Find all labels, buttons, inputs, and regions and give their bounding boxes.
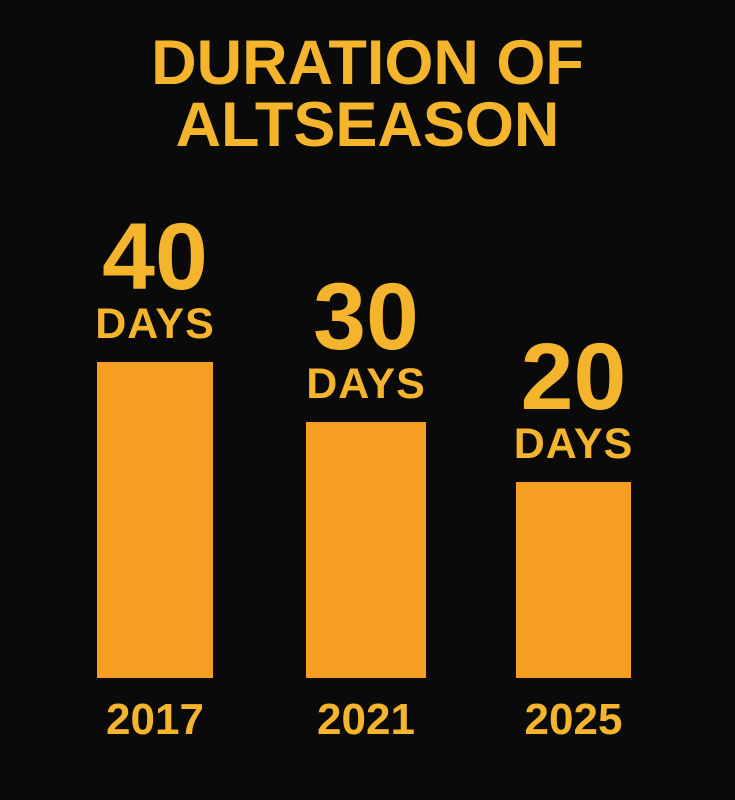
- year-label-2025: 2025: [524, 695, 623, 744]
- bar-group-2025: 20 DAYS 2025: [513, 324, 634, 742]
- unit-label-2017: DAYS: [95, 300, 215, 348]
- bar-group-2017: 40 DAYS 2017: [95, 204, 215, 742]
- bar-group-2021: 30 DAYS 2021: [306, 264, 426, 742]
- value-label-2025: 20: [520, 324, 627, 430]
- value-label-2021: 30: [313, 264, 419, 370]
- unit-label-2021: DAYS: [306, 360, 426, 408]
- unit-label-2025: DAYS: [513, 420, 634, 468]
- bar-2025: [516, 482, 631, 678]
- chart-title-line2: ALTSEASON: [175, 90, 560, 160]
- year-label-2017: 2017: [106, 695, 204, 744]
- chart-title-line1: DURATION OF: [151, 28, 584, 98]
- bar-2017: [97, 362, 213, 678]
- bar-2021: [306, 422, 426, 678]
- chart-title: DURATION OF ALTSEASON: [0, 28, 735, 160]
- value-label-2017: 40: [102, 204, 208, 310]
- year-label-2021: 2021: [317, 695, 415, 744]
